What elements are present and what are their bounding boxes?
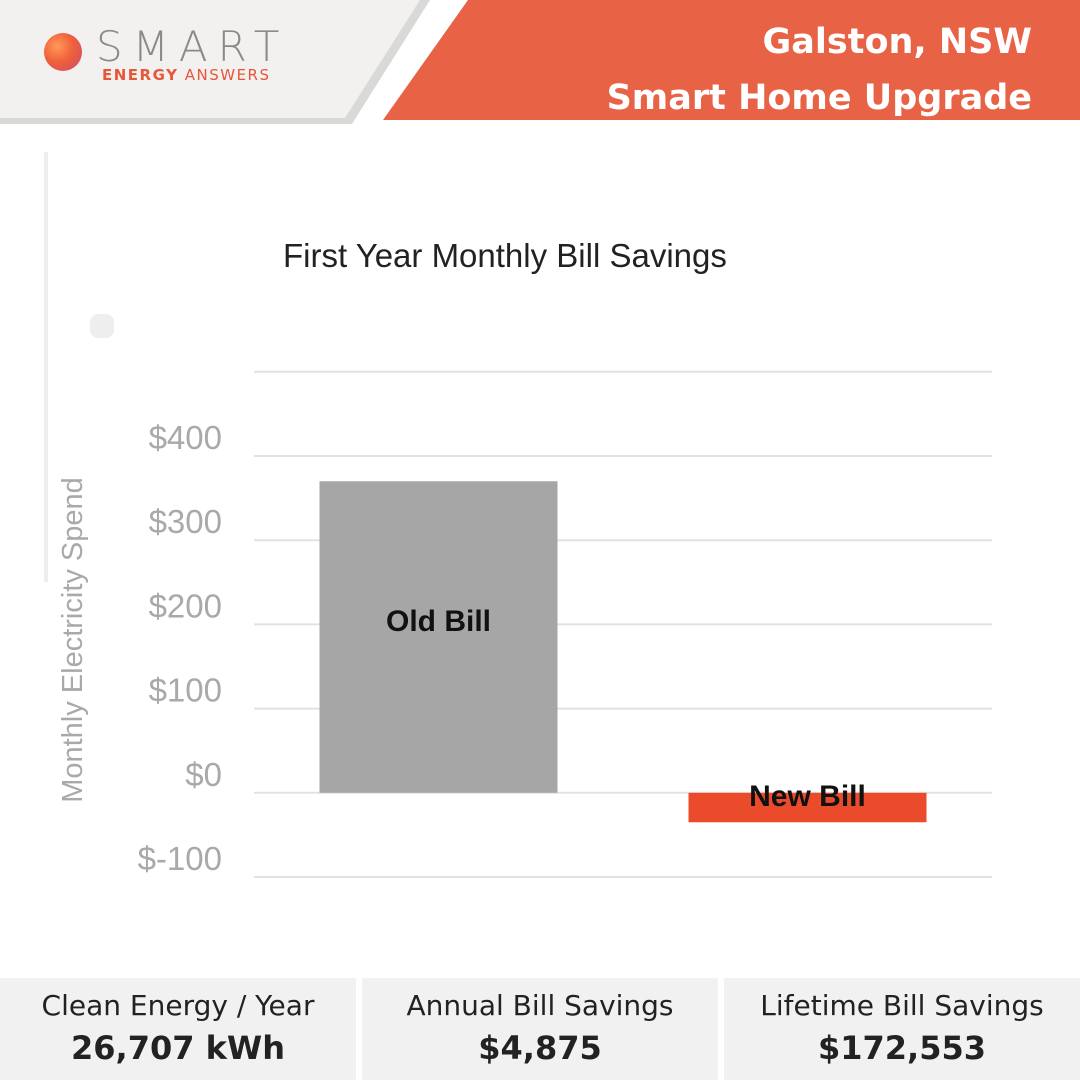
brand-tagline: ENERGY ANSWERS bbox=[102, 68, 271, 83]
y-tick-label: $300 bbox=[149, 503, 222, 540]
chart-frame-edge bbox=[44, 152, 48, 582]
stat-value: 26,707 kWh bbox=[71, 1029, 285, 1067]
stat-label: Annual Bill Savings bbox=[406, 989, 674, 1022]
header-title: Galston, NSW Smart Home Upgrade bbox=[607, 14, 1032, 126]
header-shapes bbox=[0, 0, 1080, 124]
logo-orb-icon bbox=[44, 33, 82, 71]
bar-old-bill bbox=[319, 481, 558, 793]
stat-label: Lifetime Bill Savings bbox=[760, 989, 1044, 1022]
stat-lifetime-savings: Lifetime Bill Savings $172,553 bbox=[724, 978, 1080, 1080]
brand-tagline-bold: ENERGY bbox=[102, 66, 179, 84]
brand-name: SMART bbox=[96, 22, 290, 71]
legend-placeholder bbox=[90, 314, 114, 338]
bar-new-bill bbox=[688, 792, 927, 823]
bar-label: Old Bill bbox=[386, 605, 491, 638]
stat-value: $4,875 bbox=[478, 1029, 602, 1067]
y-tick-label: $200 bbox=[149, 587, 222, 624]
bar-labels: Old Bill New Bill bbox=[386, 605, 866, 813]
y-axis-ticks: $400 $300 $200 $100 $0 $-100 bbox=[138, 419, 222, 877]
stat-value: $172,553 bbox=[817, 1029, 986, 1067]
chart-title: First Year Monthly Bill Savings bbox=[283, 237, 727, 274]
logo-panel bbox=[0, 0, 420, 118]
y-axis-title: Monthly Electricity Spend bbox=[57, 477, 89, 803]
stat-label: Clean Energy / Year bbox=[41, 989, 315, 1022]
stat-annual-savings: Annual Bill Savings $4,875 bbox=[362, 978, 718, 1080]
y-tick-label: $400 bbox=[149, 419, 222, 456]
brand-logo: SMART ENERGY ANSWERS bbox=[44, 26, 304, 90]
header-banner: SMART ENERGY ANSWERS Galston, NSW Smart … bbox=[0, 0, 1080, 124]
brand-tagline-rest: ANSWERS bbox=[184, 66, 271, 84]
bill-savings-chart: First Year Monthly Bill Savings Monthly … bbox=[44, 152, 992, 878]
y-tick-label: $0 bbox=[185, 756, 222, 793]
stat-clean-energy: Clean Energy / Year 26,707 kWh bbox=[0, 978, 356, 1080]
y-tick-label: $100 bbox=[149, 672, 222, 709]
title-panel bbox=[383, 0, 1080, 120]
y-tick-label: $-100 bbox=[138, 840, 222, 877]
location-title: Galston, NSW bbox=[762, 22, 1032, 62]
bar-label: New Bill bbox=[749, 780, 866, 813]
project-title: Smart Home Upgrade bbox=[606, 78, 1032, 118]
stats-bar: Clean Energy / Year 26,707 kWh Annual Bi… bbox=[0, 978, 1080, 1080]
bars bbox=[319, 481, 927, 823]
